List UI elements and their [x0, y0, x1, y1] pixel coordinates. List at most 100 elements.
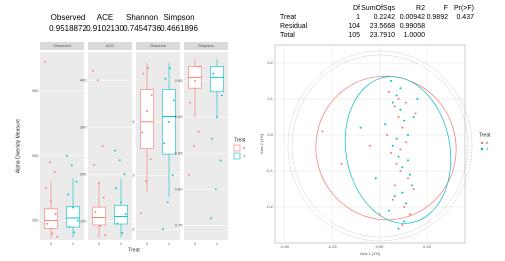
- point: [53, 171, 56, 173]
- point: [102, 196, 105, 199]
- point: [73, 231, 76, 234]
- table-header: Pr(>F): [454, 5, 474, 12]
- facet-strip: [88, 42, 132, 50]
- stat-value: 0.9102130: [86, 24, 124, 33]
- x-tick-label: 1: [168, 241, 171, 246]
- point: [369, 144, 371, 147]
- y-axis-label: Alpha Diversity Measure: [15, 119, 21, 173]
- facet-strip: [40, 42, 84, 50]
- table-cell: 0.00942: [400, 14, 425, 21]
- point: [397, 227, 400, 230]
- point: [166, 201, 169, 204]
- y-tick-label: 0.80: [175, 186, 184, 191]
- legend-label: 1: [486, 146, 489, 151]
- point: [407, 159, 409, 162]
- point: [412, 116, 415, 118]
- y-tick-label: 0.85: [175, 150, 184, 155]
- point: [393, 105, 396, 108]
- point: [141, 131, 144, 134]
- table-row-label: Treat: [280, 14, 296, 21]
- x-tick-label: 1: [72, 241, 75, 246]
- point: [393, 195, 396, 198]
- point: [403, 206, 406, 208]
- x-axis-label: Axis.1 [1%]: [360, 251, 380, 256]
- point: [340, 162, 343, 165]
- point: [212, 72, 215, 75]
- point: [118, 159, 121, 162]
- y-tick-label: 100: [32, 218, 39, 223]
- point: [48, 161, 51, 164]
- point: [399, 148, 402, 151]
- point: [116, 222, 119, 225]
- point: [389, 152, 392, 154]
- y-tick-label: -0.1: [266, 168, 274, 173]
- point: [76, 219, 79, 222]
- point: [101, 145, 104, 147]
- y-tick-label: 200: [80, 171, 87, 176]
- point: [393, 184, 396, 187]
- point: [56, 235, 58, 238]
- point: [164, 77, 167, 80]
- legend-label: 0: [486, 140, 489, 145]
- facet-title: ACE: [106, 43, 115, 48]
- facet-title: Shannon: [150, 43, 166, 48]
- y-tick-label: 0.95: [175, 78, 184, 83]
- table-header: F: [444, 5, 448, 12]
- y-tick-label: 100: [80, 218, 87, 223]
- table-cell: 0.9892: [427, 14, 449, 21]
- point: [140, 212, 142, 215]
- point: [407, 134, 409, 136]
- y-tick-label: -0.2: [266, 204, 274, 209]
- table-cell: 104: [348, 23, 360, 30]
- point: [144, 180, 147, 182]
- point: [388, 90, 390, 93]
- point: [197, 130, 200, 133]
- point: [96, 79, 99, 82]
- x-tick-label: 0.25: [423, 244, 432, 249]
- x-tick-label: 0: [146, 241, 149, 246]
- point: [321, 130, 324, 133]
- table-row-label: Residual: [280, 23, 308, 30]
- y-tick-label: 0.90: [175, 114, 184, 119]
- point: [401, 224, 404, 226]
- facet-strip: [136, 42, 180, 50]
- ellipse: [315, 75, 457, 221]
- x-axis-label: Treat: [128, 247, 140, 253]
- x-tick-label: 0: [98, 241, 101, 246]
- point: [104, 234, 106, 237]
- box: [44, 208, 58, 229]
- point: [397, 98, 400, 100]
- point: [68, 226, 71, 228]
- point: [171, 174, 174, 177]
- stat-name: Observed: [51, 13, 86, 22]
- y-axis-label: Axis.2 [1%]: [259, 134, 264, 154]
- point: [211, 137, 214, 140]
- y-tick-label: 4: [132, 119, 135, 124]
- table-cell: 23.5668: [370, 23, 395, 30]
- point: [94, 210, 97, 213]
- point: [44, 60, 46, 63]
- ellipse: [287, 50, 473, 242]
- point: [92, 69, 94, 72]
- point: [401, 126, 404, 129]
- table-cell: 0.437: [456, 14, 474, 21]
- y-tick-label: 0.0: [267, 132, 273, 137]
- point: [414, 112, 417, 115]
- point: [99, 225, 102, 227]
- point: [66, 154, 68, 157]
- point: [210, 217, 212, 220]
- point: [172, 99, 175, 102]
- point: [405, 202, 408, 205]
- point: [391, 144, 394, 147]
- point: [395, 162, 398, 165]
- legend-label: 1: [243, 153, 246, 158]
- y-tick-label: 300: [80, 124, 87, 129]
- point: [220, 94, 223, 97]
- point: [401, 166, 404, 169]
- y-tick-label: 3: [132, 173, 135, 178]
- point: [359, 126, 362, 129]
- point: [123, 173, 126, 176]
- table-cell: 105: [348, 32, 360, 39]
- point: [408, 173, 411, 176]
